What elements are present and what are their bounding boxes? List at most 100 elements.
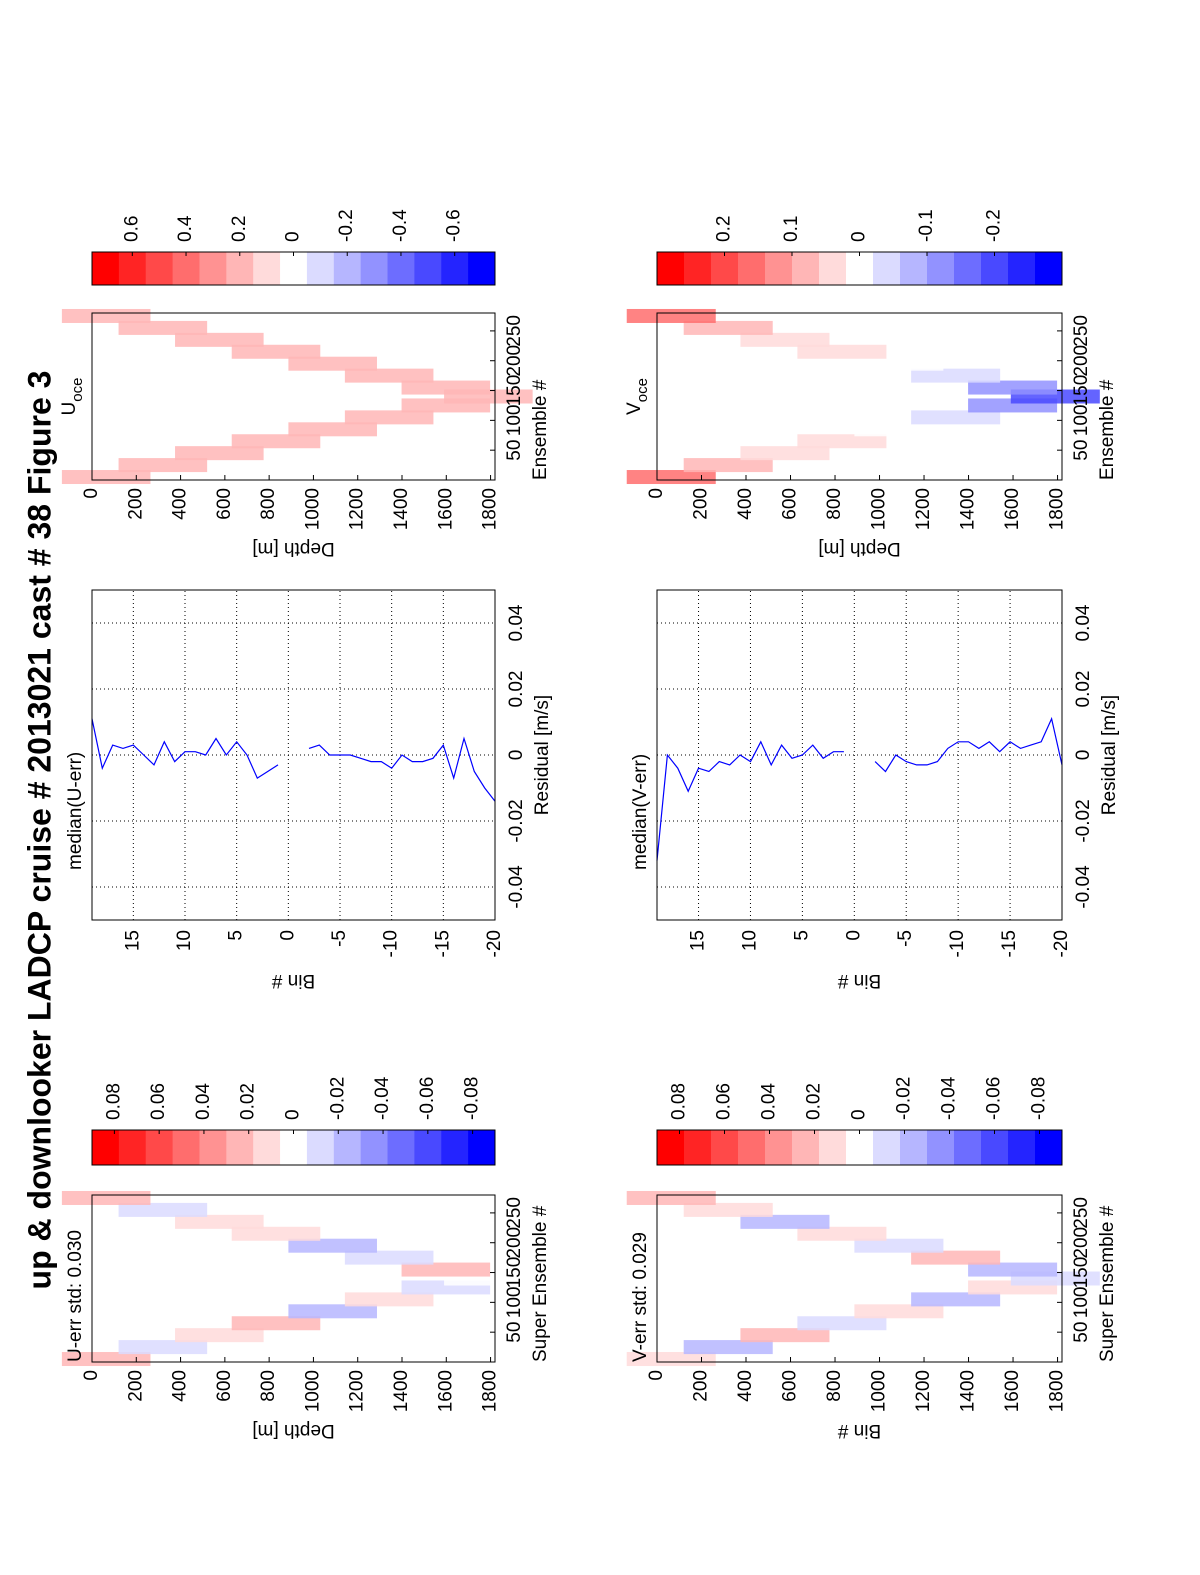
panel-title: median(V-err) xyxy=(630,754,651,870)
map-cell xyxy=(61,470,151,485)
map-cell xyxy=(740,446,830,461)
colorbar-band xyxy=(92,1130,120,1165)
x-tick-label: 200 xyxy=(1071,1227,1092,1259)
colorbar-tick-label: 0.06 xyxy=(714,1083,735,1120)
colorbar-band xyxy=(441,1130,469,1165)
panel-title-sub: oce xyxy=(634,378,651,402)
y-tick-label: -5 xyxy=(329,930,350,947)
y-tick-label: 10 xyxy=(739,930,760,951)
y-tick-label: -5 xyxy=(895,930,916,947)
colorbar-band xyxy=(1008,1130,1036,1165)
x-tick-label: 0.02 xyxy=(1073,671,1094,708)
y-tick-label: -15 xyxy=(432,930,453,957)
colorbar-band xyxy=(145,1130,174,1165)
y-tick-label: -20 xyxy=(1051,930,1072,957)
colorbar-band xyxy=(954,1130,982,1165)
colorbar-band xyxy=(846,252,874,285)
y-tick-label: 400 xyxy=(735,488,756,520)
y-tick-label: 600 xyxy=(214,488,235,520)
y-tick-label: 1000 xyxy=(869,488,890,530)
map-cell xyxy=(968,1262,1058,1277)
colorbar-band xyxy=(684,1130,712,1165)
colorbar-tick-label: 0.1 xyxy=(781,216,802,242)
colorbar-tick-label: 0.2 xyxy=(714,216,735,242)
colorbar-band xyxy=(900,252,928,285)
map-cell xyxy=(968,380,1058,395)
y-axis-label: Depth [m] xyxy=(252,1420,334,1441)
colorbar-band xyxy=(846,1130,874,1165)
map-cell xyxy=(740,1214,830,1229)
colorbar-tick-label: 0 xyxy=(283,231,304,242)
colorbar-tick-label: -0.02 xyxy=(327,1077,348,1120)
colorbar-band xyxy=(92,252,120,285)
x-tick-label: 100 xyxy=(1071,405,1092,437)
map-cell xyxy=(854,356,944,371)
y-tick-label: 0 xyxy=(81,488,102,499)
residual-line xyxy=(91,718,496,802)
colorbar-tick-label: 0 xyxy=(849,1109,870,1120)
y-tick-label: 1000 xyxy=(302,488,323,530)
y-tick-label: 800 xyxy=(824,488,845,520)
panel-title-main: V xyxy=(624,402,645,415)
colorbar-band xyxy=(280,252,308,285)
y-tick-label: 10 xyxy=(174,930,195,951)
y-tick-label: 200 xyxy=(125,1370,146,1402)
colorbar-band xyxy=(441,252,469,285)
map-cell xyxy=(626,470,716,485)
colorbar-band xyxy=(981,1130,1009,1165)
colorbar-tick-label: -0.1 xyxy=(916,209,937,242)
colorbar-tick-label: -0.08 xyxy=(462,1077,483,1120)
map-cell xyxy=(797,434,887,449)
colorbar-band xyxy=(711,1130,739,1165)
plot-box xyxy=(656,312,1063,481)
map-cell xyxy=(61,1352,151,1367)
y-axis-label: Bin # xyxy=(837,1420,881,1441)
y-tick-label: 400 xyxy=(170,488,191,520)
colorbar-band xyxy=(226,1130,254,1165)
colorbar-band xyxy=(657,1130,685,1165)
map-cell xyxy=(683,458,773,473)
colorbar-band xyxy=(900,1130,928,1165)
colorbar-band xyxy=(981,252,1009,285)
y-tick-label: 1800 xyxy=(1047,1370,1068,1412)
colorbar-tick-label: -0.04 xyxy=(939,1076,960,1120)
map-cell xyxy=(288,1304,377,1319)
colorbar-tick-label: -0.02 xyxy=(894,1077,915,1120)
map-cell xyxy=(344,368,434,383)
y-tick-label: 5 xyxy=(226,930,247,941)
y-tick-label: 1800 xyxy=(1047,488,1068,530)
colorbar-band xyxy=(927,1130,955,1165)
panel-title-sub: oce xyxy=(69,378,86,402)
panel-title: median(U-err) xyxy=(65,752,86,870)
colorbar-band xyxy=(280,1130,308,1165)
colorbar-band xyxy=(792,1130,820,1165)
map-cell xyxy=(683,320,773,335)
x-tick-label: 0 xyxy=(506,750,527,761)
colorbar-tick-label: 0.2 xyxy=(229,216,250,242)
map-cell xyxy=(401,380,491,395)
x-tick-label: -0.02 xyxy=(506,799,527,842)
colorbar-band xyxy=(387,252,415,285)
panel-title: V-err std: 0.029 xyxy=(630,1232,651,1362)
colorbar-tick-label: 0 xyxy=(849,231,870,242)
x-tick-label: 0.02 xyxy=(506,671,527,708)
plot-box xyxy=(91,312,496,481)
map-cell xyxy=(61,308,151,323)
x-tick-label: 250 xyxy=(1071,315,1092,347)
colorbar-tick-label: -0.06 xyxy=(984,1077,1005,1120)
colorbar-tick-label: 0.04 xyxy=(759,1083,780,1120)
y-tick-label: 1400 xyxy=(958,1370,979,1412)
map-cell xyxy=(231,1226,321,1241)
map-cell xyxy=(118,320,208,335)
x-tick-label: -0.02 xyxy=(1073,799,1094,842)
y-tick-label: 1800 xyxy=(480,1370,501,1412)
map-cell xyxy=(118,1202,208,1217)
x-tick-label: 250 xyxy=(504,1197,525,1229)
colorbar-band xyxy=(927,252,955,285)
colorbar-band xyxy=(253,1130,281,1165)
colorbar-band xyxy=(792,252,820,285)
map-cell xyxy=(911,1292,1001,1307)
map-cell xyxy=(683,1202,773,1217)
panel-title: U-err std: 0.030 xyxy=(65,1230,86,1362)
colorbar-band xyxy=(253,252,281,285)
